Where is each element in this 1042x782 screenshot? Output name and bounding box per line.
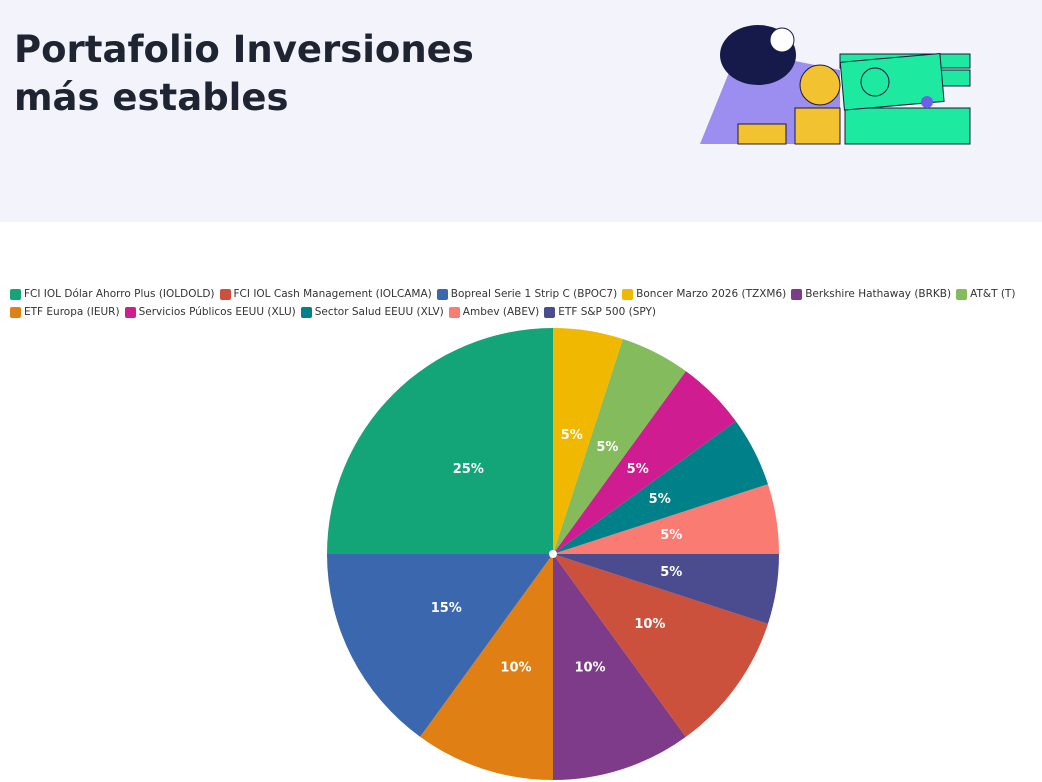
slice-label: 10%: [634, 617, 665, 632]
legend-item[interactable]: AT&T (T): [956, 287, 1015, 301]
slice-label: 5%: [649, 492, 671, 507]
pie-slice: [327, 554, 553, 737]
legend-label: Ambev (ABEV): [462, 306, 540, 318]
header: Portafolio Inversiones más estables: [0, 0, 1042, 222]
pie-slice: [553, 339, 686, 554]
slice-label: 5%: [596, 440, 618, 455]
legend-label: FCI IOL Dólar Ahorro Plus (IOLDOLD): [24, 288, 215, 300]
legend-swatch: [300, 306, 312, 318]
legend-label: Servicios Públicos EEUU (XLU): [138, 306, 296, 318]
title: Portafolio Inversiones más estables: [14, 26, 474, 122]
legend-label: FCI IOL Cash Management (IOLCAMA): [233, 288, 432, 300]
legend-label: Bopreal Serie 1 Strip C (BPOC7): [450, 288, 618, 300]
slice-label: 5%: [660, 565, 682, 580]
legend-swatch: [544, 306, 556, 318]
legend-label: AT&T (T): [970, 288, 1016, 300]
legend-item[interactable]: Sector Salud EEUU (XLV): [300, 305, 444, 319]
center-dot: [549, 550, 557, 558]
legend-item[interactable]: Bopreal Serie 1 Strip C (BPOC7): [436, 287, 618, 301]
pie-slice: [553, 421, 768, 554]
legend-swatch: [622, 288, 634, 300]
legend-label: Sector Salud EEUU (XLV): [314, 306, 444, 318]
slice-label: 10%: [500, 660, 531, 675]
legend-swatch: [791, 288, 803, 300]
slice-label: 5%: [627, 462, 649, 477]
legend-label: ETF Europa (IEUR): [24, 306, 120, 318]
legend-swatch: [448, 306, 460, 318]
slice-label: 25%: [453, 462, 484, 477]
legend-swatch: [10, 288, 21, 300]
illustration: [700, 25, 971, 145]
legend-label: Boncer Marzo 2026 (TZXM6): [636, 288, 787, 300]
pie-slice: [420, 554, 553, 780]
pie-slice: [553, 484, 779, 554]
legend-item[interactable]: Servicios Públicos EEUU (XLU): [124, 305, 296, 319]
legend-label: ETF S&P 500 (SPY): [558, 306, 656, 318]
pie-slice: [553, 554, 686, 780]
legend-label: Berkshire Hathaway (BRKB): [805, 288, 952, 300]
legend-swatch: [219, 288, 231, 300]
slice-label: 5%: [660, 528, 682, 543]
legend-item[interactable]: ETF Europa (IEUR): [10, 305, 120, 319]
legend-swatch: [956, 288, 968, 300]
title-line: más estables: [14, 76, 289, 119]
pie-slice: [327, 328, 553, 554]
slice-label: 15%: [431, 601, 462, 616]
pie-slice: [553, 371, 736, 554]
legend-swatch: [10, 306, 21, 318]
legend-item[interactable]: FCI IOL Cash Management (IOLCAMA): [219, 287, 432, 301]
pie-slice: [553, 554, 779, 624]
pie-slice: [553, 328, 623, 554]
pie-slice: [553, 554, 768, 737]
legend-swatch: [436, 288, 448, 300]
legend-item[interactable]: Berkshire Hathaway (BRKB): [791, 287, 951, 301]
legend-item[interactable]: FCI IOL Dólar Ahorro Plus (IOLDOLD): [10, 287, 215, 301]
legend-item[interactable]: Ambev (ABEV): [448, 305, 540, 319]
legend-swatch: [124, 306, 136, 318]
legend-item[interactable]: ETF S&P 500 (SPY): [544, 305, 656, 319]
slice-label: 10%: [574, 660, 605, 675]
slice-label: 5%: [561, 428, 583, 443]
legend: FCI IOL Dólar Ahorro Plus (IOLDOLD) FCI I…: [10, 287, 1040, 319]
title-line: Portafolio Inversiones: [14, 28, 474, 71]
legend-item[interactable]: Boncer Marzo 2026 (TZXM6): [622, 287, 786, 301]
